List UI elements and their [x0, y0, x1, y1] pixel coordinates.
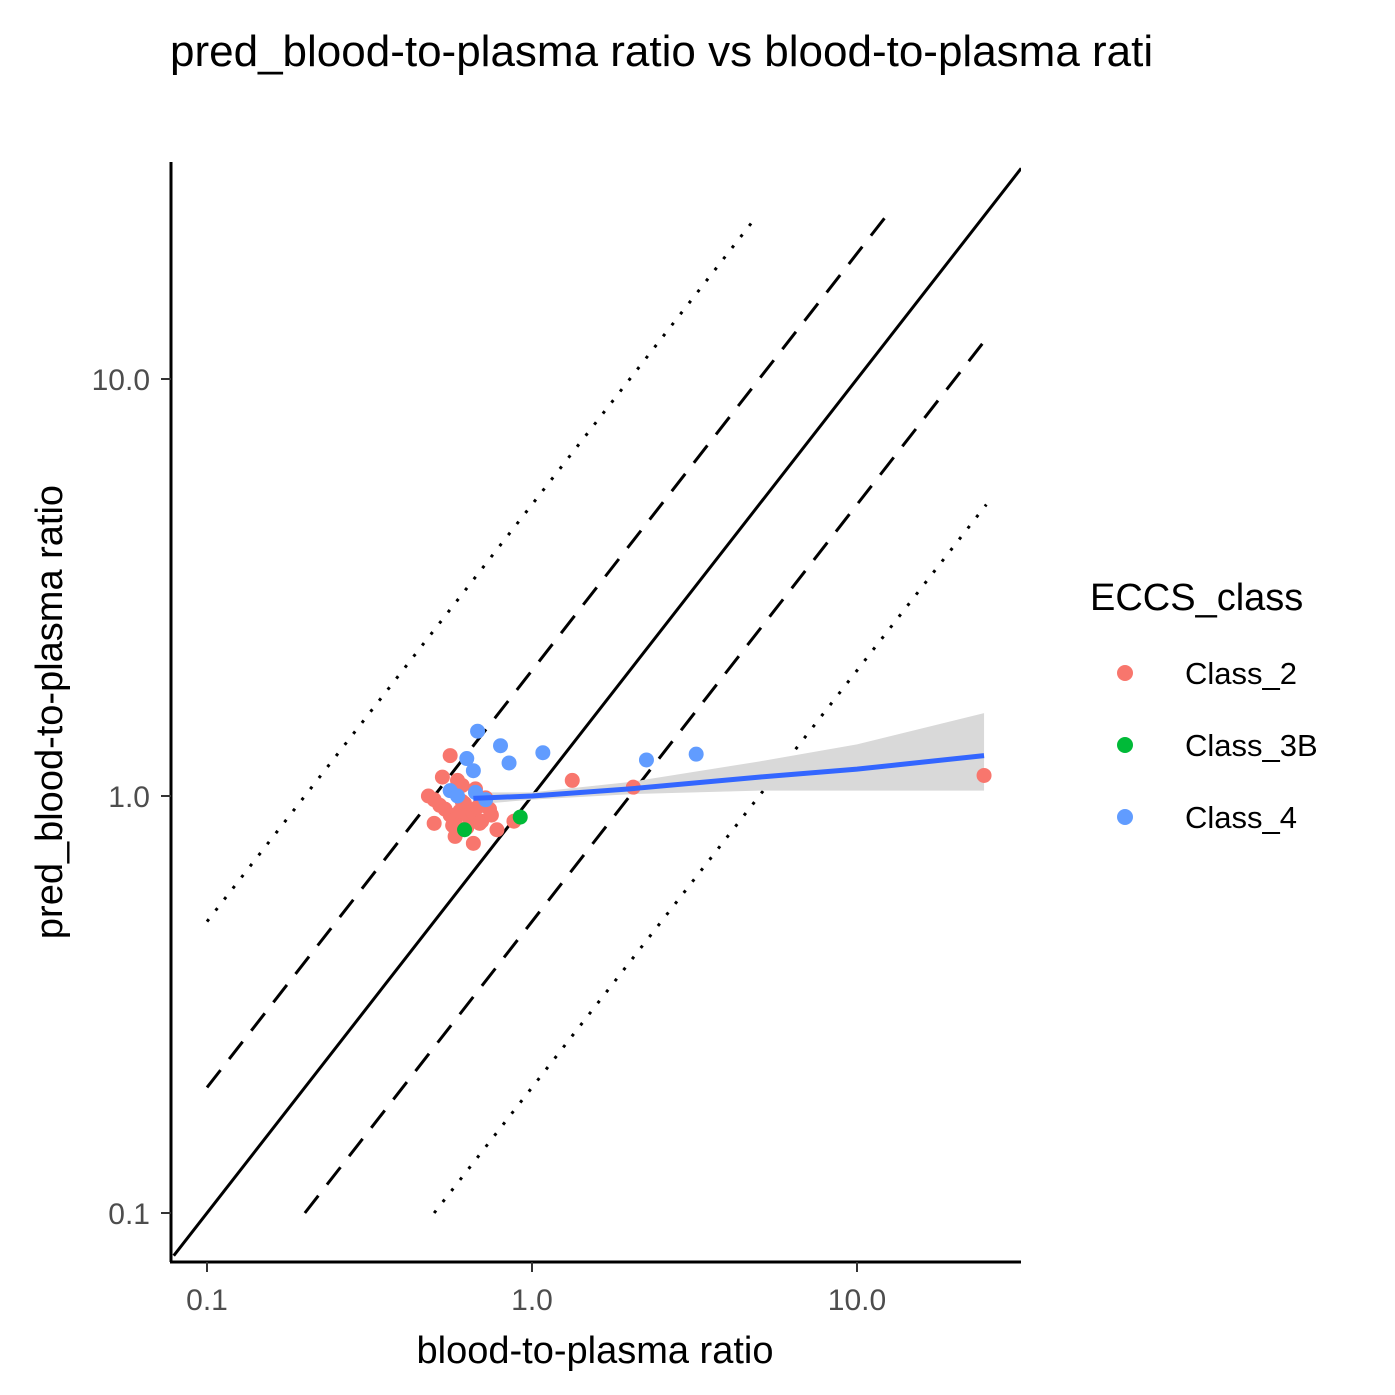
data-point	[976, 767, 992, 783]
data-point	[465, 763, 481, 779]
legend-key	[1117, 737, 1133, 753]
data-point	[450, 788, 466, 804]
legend-title: ECCS_class	[1090, 577, 1303, 619]
y-axis-title: pred_blood-to-plasma ratio	[29, 485, 71, 939]
x-tick-label: 10.0	[828, 1284, 886, 1317]
confidence-band-area	[473, 713, 985, 805]
plot-panel	[172, 167, 1021, 1257]
data-point	[426, 815, 442, 831]
data-point	[457, 822, 473, 838]
regression-line-path	[473, 753, 985, 801]
x-axis-ticks: 0.1 1.0 10.0	[186, 1262, 886, 1317]
data-point	[512, 809, 528, 825]
reference-lines	[172, 167, 1021, 1257]
data-point	[459, 751, 475, 767]
y-tick-label: 10.0	[92, 364, 150, 397]
data-point	[535, 745, 551, 761]
confidence-band	[473, 713, 985, 805]
reference-line-2-fold-2	[303, 337, 988, 1214]
x-tick-label: 0.1	[186, 1284, 228, 1317]
data-point	[483, 807, 499, 823]
legend-label: Class_2	[1185, 656, 1297, 691]
data-point	[465, 835, 481, 851]
legend: ECCS_class Class_2 Class_3B Class_4	[1090, 577, 1318, 835]
legend-key	[1117, 665, 1133, 681]
x-tick-label: 1.0	[511, 1284, 553, 1317]
data-point	[470, 723, 486, 739]
y-tick-label: 0.1	[108, 1198, 150, 1231]
regression-line	[473, 753, 985, 801]
data-point	[472, 815, 488, 831]
legend-label: Class_3B	[1185, 728, 1318, 763]
series-Class_3B	[457, 809, 528, 838]
x-axis-title: blood-to-plasma ratio	[417, 1330, 774, 1372]
legend-entry-Class_4: Class_4	[1117, 800, 1297, 835]
legend-entry-Class_3B: Class_3B	[1117, 728, 1318, 763]
reference-line-identity-0	[172, 167, 1021, 1257]
data-point	[688, 746, 704, 762]
chart-title: pred_blood-to-plasma ratio vs blood-to-p…	[170, 27, 1153, 76]
data-point	[638, 752, 654, 768]
y-axis-ticks: 0.1 1.0 10.0	[92, 364, 171, 1231]
data-point	[493, 738, 509, 754]
data-point	[489, 822, 505, 838]
legend-entry-Class_2: Class_2	[1117, 656, 1297, 691]
y-tick-label: 1.0	[108, 781, 150, 814]
data-point	[501, 755, 517, 771]
data-point	[434, 769, 450, 785]
legend-key	[1117, 809, 1133, 825]
data-points	[420, 723, 992, 851]
reference-line-2-fold-1	[205, 212, 890, 1089]
reference-line-5-fold-4	[432, 503, 988, 1214]
data-point	[442, 748, 458, 764]
data-point	[564, 772, 580, 788]
legend-label: Class_4	[1185, 800, 1297, 835]
